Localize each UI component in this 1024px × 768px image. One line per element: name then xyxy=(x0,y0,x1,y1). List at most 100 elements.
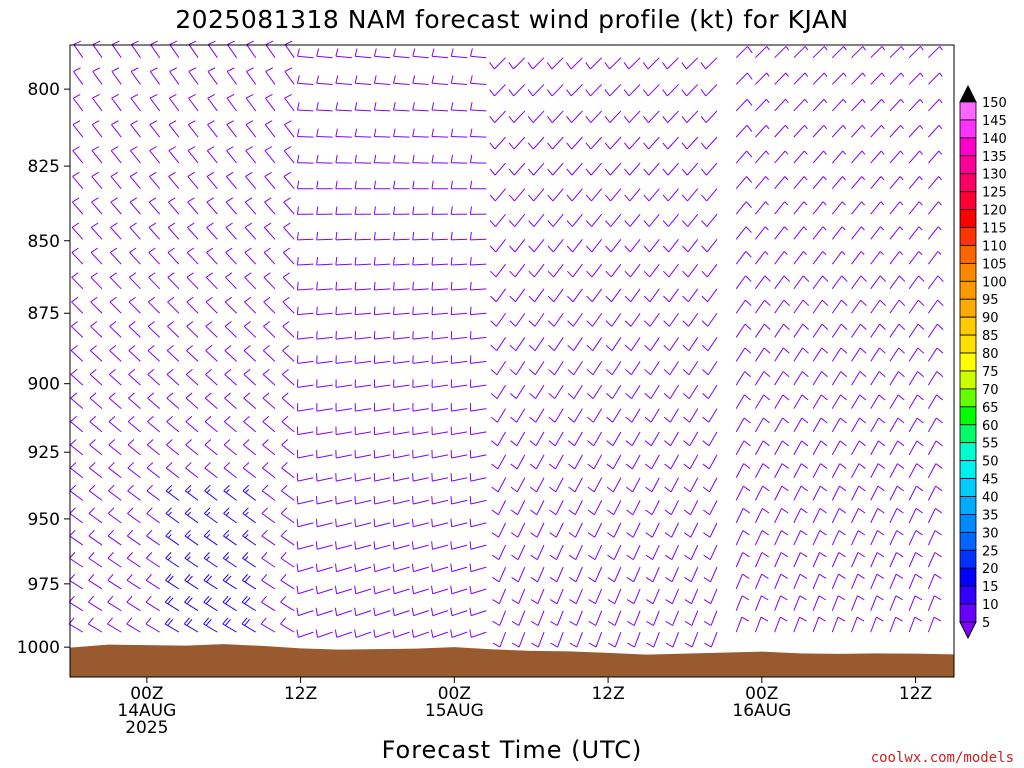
wind-barb xyxy=(528,288,545,303)
wind-barb xyxy=(605,263,622,278)
wind-barb xyxy=(296,473,314,482)
wind-barb xyxy=(450,403,468,412)
wind-barb xyxy=(296,231,314,241)
wind-barb xyxy=(927,201,942,215)
wind-barb xyxy=(469,541,487,550)
wind-barb xyxy=(242,462,257,479)
wind-barb xyxy=(223,484,237,501)
wind-barb xyxy=(851,573,865,590)
wind-barb xyxy=(316,180,333,190)
wind-barb xyxy=(335,355,352,364)
wind-barb xyxy=(547,288,564,303)
wind-barb xyxy=(412,231,429,241)
colorbar-segment xyxy=(959,173,977,193)
wind-barb xyxy=(774,226,788,240)
wind-barb xyxy=(203,595,218,612)
wind-barb xyxy=(626,566,641,583)
wind-barb xyxy=(662,188,679,202)
colorbar-label: 120 xyxy=(982,204,1007,219)
wind-barb xyxy=(509,263,526,278)
wind-barb xyxy=(511,631,526,648)
wind-barb xyxy=(207,93,218,112)
wind-barb xyxy=(682,288,699,303)
wind-barb xyxy=(205,321,218,338)
wind-barb xyxy=(851,98,866,112)
wind-barb xyxy=(166,392,180,409)
wind-barb xyxy=(662,136,679,150)
wind-barb xyxy=(107,617,122,633)
wind-barb xyxy=(316,473,333,482)
wind-barb xyxy=(187,222,199,240)
wind-barb xyxy=(431,102,448,112)
x-tick-label: 12Z xyxy=(284,684,317,704)
wind-barb xyxy=(908,616,923,633)
wind-barb xyxy=(831,226,846,240)
wind-barb xyxy=(315,496,333,505)
wind-barb xyxy=(646,588,660,605)
wind-barb xyxy=(69,484,84,501)
wind-barb xyxy=(643,162,660,176)
wind-barb xyxy=(261,484,276,501)
wind-barb xyxy=(870,417,886,433)
wind-barb xyxy=(87,617,103,633)
wind-barb xyxy=(755,347,771,362)
wind-barb xyxy=(735,72,753,85)
wind-barb xyxy=(226,120,237,138)
wind-barb xyxy=(241,617,257,633)
wind-barb xyxy=(107,507,122,524)
wind-barb xyxy=(186,345,199,362)
wind-barb xyxy=(623,136,641,150)
wind-barb xyxy=(165,462,180,479)
wind-barb xyxy=(411,607,429,617)
wind-barb xyxy=(89,368,103,386)
wind-barb xyxy=(531,631,545,648)
wind-barb xyxy=(851,150,866,164)
wind-barb xyxy=(412,473,429,482)
wind-barb xyxy=(755,226,769,240)
wind-barb xyxy=(203,552,218,568)
wind-barb xyxy=(527,162,545,176)
wind-barb xyxy=(129,197,141,215)
wind-barb xyxy=(527,57,545,70)
wind-barb xyxy=(450,355,468,364)
wind-barb xyxy=(431,206,448,215)
wind-barb xyxy=(223,415,237,433)
wind-barb xyxy=(908,463,924,478)
wind-barb xyxy=(851,347,867,362)
wind-barb xyxy=(491,522,507,538)
wind-barb xyxy=(908,485,924,501)
wind-barb xyxy=(431,331,448,340)
wind-barb xyxy=(225,247,237,265)
wind-barb xyxy=(392,518,410,528)
wind-barb xyxy=(774,176,789,190)
wind-barb xyxy=(412,355,429,364)
wind-barb xyxy=(831,552,846,568)
wind-barb xyxy=(703,522,718,538)
wind-barb xyxy=(335,306,352,316)
wind-barb xyxy=(665,610,680,626)
wind-barb xyxy=(373,449,391,459)
wind-barb xyxy=(245,146,257,164)
wind-barb xyxy=(793,46,809,59)
wind-barb xyxy=(508,57,526,70)
wind-barb xyxy=(450,585,468,595)
wind-barb xyxy=(244,222,257,240)
wind-barb xyxy=(793,440,809,456)
wind-barb xyxy=(889,485,904,501)
wind-barb xyxy=(354,206,372,215)
wind-barb xyxy=(335,449,352,459)
wind-barb xyxy=(703,610,718,626)
wind-barb xyxy=(335,102,352,112)
wind-barb xyxy=(393,128,410,138)
wind-barb xyxy=(244,272,257,290)
wind-barb xyxy=(831,275,848,290)
wind-barb xyxy=(530,500,545,516)
wind-barb xyxy=(606,431,622,447)
wind-barb xyxy=(354,256,372,266)
wind-barb xyxy=(623,110,641,123)
wind-barb xyxy=(280,617,295,633)
colorbar-segment xyxy=(959,603,977,623)
wind-barb xyxy=(755,124,770,138)
colorbar-segment xyxy=(959,370,977,390)
wind-barb xyxy=(224,296,237,314)
